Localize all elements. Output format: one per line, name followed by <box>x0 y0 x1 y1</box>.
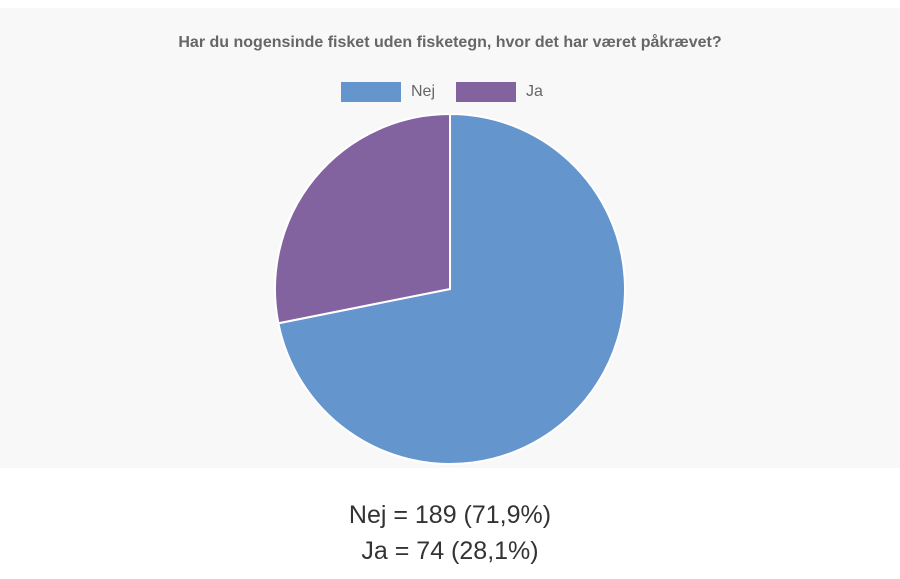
legend-swatch-ja <box>456 82 516 102</box>
pie-chart <box>274 112 626 465</box>
pie-slice-nej[interactable] <box>277 112 626 465</box>
legend: Nej Ja <box>0 81 900 103</box>
legend-label-ja: Ja <box>526 83 543 100</box>
legend-swatch-nej <box>341 82 401 102</box>
legend-label-nej: Nej <box>411 83 436 100</box>
chart-panel: Har du nogensinde fisket uden fisketegn,… <box>0 8 900 468</box>
summary-line-ja: Ja = 74 (28,1%) <box>361 537 539 565</box>
pie-slice-ja[interactable] <box>274 112 451 325</box>
legend-item-nej[interactable]: Nej <box>341 81 435 103</box>
legend-item-ja[interactable]: Ja <box>456 81 543 103</box>
summary: Nej = 189 (71,9%) Ja = 74 (28,1%) <box>0 497 900 569</box>
summary-line-nej: Nej = 189 (71,9%) <box>348 501 552 529</box>
chart-title: Har du nogensinde fisket uden fisketegn,… <box>178 34 722 51</box>
